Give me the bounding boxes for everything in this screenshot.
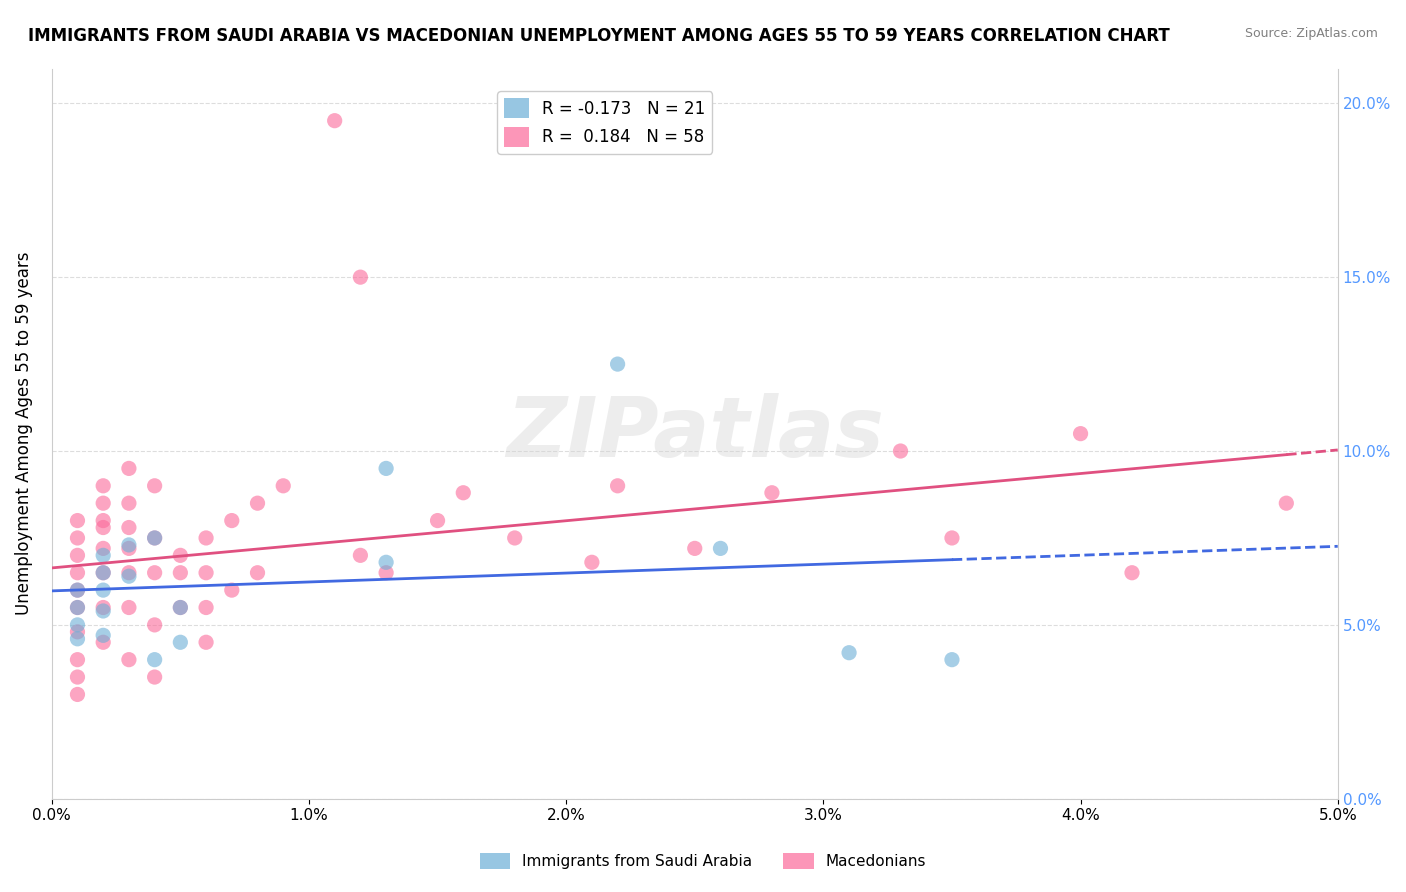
Point	[91, 514, 114, 528]
Text: ZIPatlas: ZIPatlas	[506, 393, 884, 475]
Legend: R = -0.173   N = 21, R =  0.184   N = 58: R = -0.173 N = 21, R = 0.184 N = 58	[498, 92, 713, 153]
Point	[118, 600, 141, 615]
Point	[683, 541, 706, 556]
Point	[375, 566, 398, 580]
Point	[118, 496, 141, 510]
Point	[169, 635, 191, 649]
Point	[66, 583, 89, 598]
Point	[66, 600, 89, 615]
Point	[91, 566, 114, 580]
Point	[169, 600, 191, 615]
Point	[66, 670, 89, 684]
Point	[195, 531, 218, 545]
Point	[889, 444, 911, 458]
Point	[143, 670, 166, 684]
Point	[143, 531, 166, 545]
Point	[118, 541, 141, 556]
Point	[323, 113, 346, 128]
Point	[118, 653, 141, 667]
Point	[118, 538, 141, 552]
Point	[143, 618, 166, 632]
Point	[246, 496, 269, 510]
Point	[91, 600, 114, 615]
Point	[169, 549, 191, 563]
Y-axis label: Unemployment Among Ages 55 to 59 years: Unemployment Among Ages 55 to 59 years	[15, 252, 32, 615]
Point	[143, 479, 166, 493]
Point	[606, 479, 628, 493]
Point	[143, 653, 166, 667]
Point	[66, 624, 89, 639]
Point	[221, 583, 243, 598]
Point	[195, 600, 218, 615]
Point	[118, 569, 141, 583]
Point	[143, 566, 166, 580]
Point	[1275, 496, 1298, 510]
Point	[838, 646, 860, 660]
Point	[761, 485, 783, 500]
Point	[195, 566, 218, 580]
Point	[66, 618, 89, 632]
Point	[91, 520, 114, 534]
Point	[941, 653, 963, 667]
Point	[91, 635, 114, 649]
Point	[66, 653, 89, 667]
Point	[91, 549, 114, 563]
Point	[221, 514, 243, 528]
Point	[246, 566, 269, 580]
Point	[66, 549, 89, 563]
Point	[66, 632, 89, 646]
Point	[118, 566, 141, 580]
Point	[91, 479, 114, 493]
Point	[91, 566, 114, 580]
Point	[195, 635, 218, 649]
Point	[169, 600, 191, 615]
Point	[271, 479, 294, 493]
Point	[143, 531, 166, 545]
Point	[118, 520, 141, 534]
Point	[426, 514, 449, 528]
Point	[169, 566, 191, 580]
Point	[1070, 426, 1092, 441]
Point	[66, 688, 89, 702]
Point	[66, 566, 89, 580]
Point	[66, 583, 89, 598]
Point	[375, 461, 398, 475]
Point	[91, 604, 114, 618]
Point	[349, 270, 371, 285]
Point	[451, 485, 474, 500]
Point	[349, 549, 371, 563]
Point	[91, 541, 114, 556]
Text: IMMIGRANTS FROM SAUDI ARABIA VS MACEDONIAN UNEMPLOYMENT AMONG AGES 55 TO 59 YEAR: IMMIGRANTS FROM SAUDI ARABIA VS MACEDONI…	[28, 27, 1170, 45]
Text: Source: ZipAtlas.com: Source: ZipAtlas.com	[1244, 27, 1378, 40]
Point	[375, 555, 398, 569]
Point	[91, 628, 114, 642]
Point	[66, 514, 89, 528]
Point	[606, 357, 628, 371]
Point	[118, 461, 141, 475]
Point	[581, 555, 603, 569]
Point	[91, 583, 114, 598]
Point	[91, 496, 114, 510]
Point	[503, 531, 526, 545]
Legend: Immigrants from Saudi Arabia, Macedonians: Immigrants from Saudi Arabia, Macedonian…	[474, 847, 932, 875]
Point	[1121, 566, 1143, 580]
Point	[709, 541, 731, 556]
Point	[66, 531, 89, 545]
Point	[66, 600, 89, 615]
Point	[941, 531, 963, 545]
